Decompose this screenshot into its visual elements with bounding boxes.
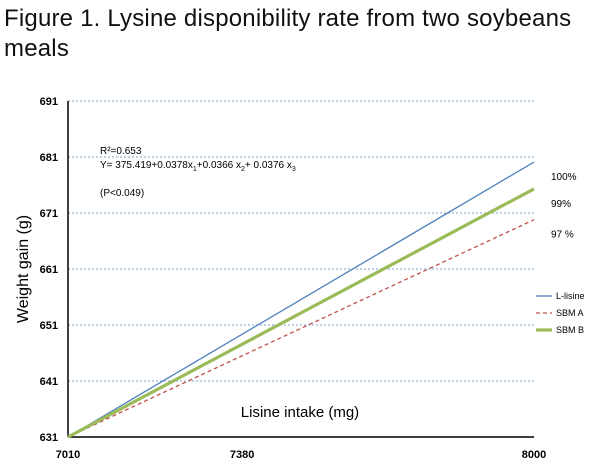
end-label-l-lisine: 100% — [551, 172, 577, 183]
x-tick-label: 7010 — [56, 449, 80, 461]
series-line-sbm-b — [67, 187, 535, 439]
legend-label: SBM A — [556, 308, 584, 318]
legend-label: SBM B — [556, 325, 584, 335]
y-tick-label: 641 — [40, 376, 58, 388]
end-label-sbm-b: 99% — [551, 199, 571, 210]
x-tick-labels: 7010 7380 8000 — [56, 449, 546, 461]
axes — [67, 101, 534, 438]
grid-lines — [68, 100, 534, 382]
x-tick-label: 7380 — [230, 449, 254, 461]
legend: L-lisine SBM A SBM B — [536, 291, 585, 335]
r-squared-label: R²=0.653 — [100, 146, 142, 157]
series-line-sbm-a — [67, 219, 535, 438]
end-labels: 100% 97 % 99% — [551, 172, 577, 241]
p-value-label: (P<0.049) — [100, 188, 144, 199]
y-tick-label: 661 — [40, 264, 58, 276]
figure-title: Figure 1. Lysine disponibility rate from… — [4, 5, 572, 62]
y-tick-label: 631 — [40, 432, 58, 444]
series-line-l-lisine — [67, 161, 535, 438]
regression-equation: Y= 375.419+0.0378x1+0.0366 x2+ 0.0376 x3 — [100, 160, 296, 173]
regression-annotation: R²=0.653 Y= 375.419+0.0378x1+0.0366 x2+ … — [100, 146, 296, 199]
series-lines — [67, 161, 535, 439]
y-tick-label: 691 — [40, 96, 58, 108]
x-tick-label: 8000 — [522, 449, 546, 461]
y-tick-label: 681 — [40, 152, 58, 164]
y-axis-label: Weight gain (g) — [15, 215, 32, 323]
x-axis-label: Lisine intake (mg) — [241, 404, 359, 421]
end-label-sbm-a: 97 % — [551, 230, 574, 241]
legend-label: L-lisine — [556, 291, 585, 301]
y-tick-label: 651 — [40, 320, 58, 332]
y-tick-label: 671 — [40, 208, 58, 220]
y-tick-labels: 631 641 651 661 671 681 691 — [40, 96, 58, 444]
